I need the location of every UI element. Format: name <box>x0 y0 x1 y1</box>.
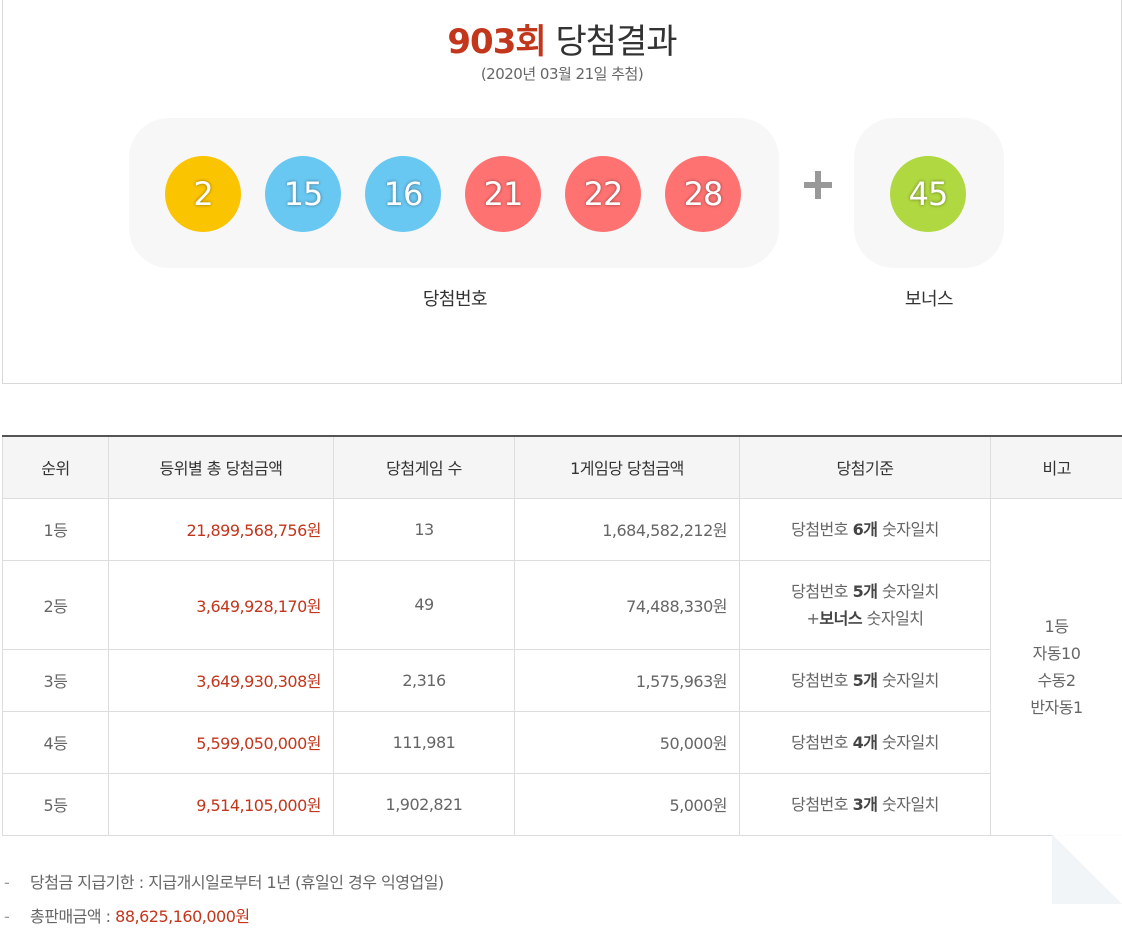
prize-per-game-cell: 74,488,330원 <box>514 559 740 650</box>
header-prize-per-game: 1게임당 당첨금액 <box>514 435 740 499</box>
draw-date: (2020년 03월 21일 추첨) <box>480 65 644 83</box>
criteria-text: 당첨번호 <box>791 581 853 601</box>
prize-per-game-cell: 1,684,582,212원 <box>514 497 740 561</box>
note-line: 수동2 <box>1037 670 1076 690</box>
bonus-caption: 보너스 <box>904 289 954 310</box>
criteria-count: 5개 <box>852 581 878 601</box>
title-text: 당첨결과 <box>555 22 677 62</box>
criteria-text: 숫자일치 <box>877 581 939 601</box>
header-total-prize: 등위별 총 당첨금액 <box>108 435 334 499</box>
winning-ball-1: 2 <box>165 156 241 232</box>
criteria-text: 당첨번호 <box>791 794 853 814</box>
table-row: 3등 3,649,930,308원 2,316 1,575,963원 당첨번호 … <box>2 648 1122 712</box>
header-note: 비고 <box>990 435 1122 499</box>
criteria-line-2: +보너스 숫자일치 <box>740 605 990 632</box>
criteria-cell: 당첨번호 3개 숫자일치 <box>739 772 991 836</box>
total-prize-cell: 3,649,928,170원 <box>108 559 334 650</box>
winner-count-cell: 1,902,821 <box>333 772 515 836</box>
rank-cell: 3등 <box>2 648 109 712</box>
criteria-text: 숫자일치 <box>862 608 924 628</box>
prize-per-game-cell: 50,000원 <box>514 710 740 774</box>
total-prize-cell: 21,899,568,756원 <box>108 497 334 561</box>
table-header-row: 순위 등위별 총 당첨금액 당첨게임 수 1게임당 당첨금액 당첨기준 비고 <box>2 435 1122 499</box>
criteria-count: 3개 <box>852 794 878 814</box>
rank-cell: 2등 <box>2 559 109 650</box>
prize-per-game-cell: 1,575,963원 <box>514 648 740 712</box>
criteria-line-1: 당첨번호 5개 숫자일치 <box>740 578 990 605</box>
criteria-cell: 당첨번호 5개 숫자일치 <box>739 648 991 712</box>
bonus-ball: 45 <box>890 156 966 232</box>
result-panel: 903회 당첨결과 (2020년 03월 21일 추첨) 2 15 16 21 … <box>2 0 1122 384</box>
criteria-text: 당첨번호 <box>791 519 853 539</box>
criteria-text: 숫자일치 <box>877 794 939 814</box>
page-title: 903회 당첨결과 <box>3 14 1121 63</box>
sales-label: 총판매금액 : <box>30 907 116 926</box>
round-number: 903회 <box>447 22 546 62</box>
note-line: 자동10 <box>1032 643 1081 663</box>
prize-table: 순위 등위별 총 당첨금액 당첨게임 수 1게임당 당첨금액 당첨기준 비고 1… <box>2 435 1122 836</box>
winning-ball-3: 16 <box>365 156 441 232</box>
criteria-bonus: 보너스 <box>819 608 863 628</box>
winning-ball-6: 28 <box>665 156 741 232</box>
prize-per-game-cell: 5,000원 <box>514 772 740 836</box>
note-line: 반자동1 <box>1030 697 1083 717</box>
criteria-count: 5개 <box>852 670 878 690</box>
criteria-text: 당첨번호 <box>791 732 853 752</box>
total-prize-cell: 3,649,930,308원 <box>108 648 334 712</box>
bullet-dash: - <box>4 907 10 926</box>
criteria-text: 숫자일치 <box>877 519 939 539</box>
plus-icon <box>799 166 837 204</box>
note-line: 1등 <box>1044 616 1069 636</box>
criteria-cell: 당첨번호 5개 숫자일치 +보너스 숫자일치 <box>739 559 991 650</box>
table-row: 4등 5,599,050,000원 111,981 50,000원 당첨번호 4… <box>2 710 1122 774</box>
winning-ball-2: 15 <box>265 156 341 232</box>
criteria-cell: 당첨번호 4개 숫자일치 <box>739 710 991 774</box>
rank-cell: 5등 <box>2 772 109 836</box>
winning-ball-4: 21 <box>465 156 541 232</box>
sales-value: 88,625,160,000원 <box>115 907 250 926</box>
criteria-cell: 당첨번호 6개 숫자일치 <box>739 497 991 561</box>
criteria-count: 4개 <box>852 732 878 752</box>
total-prize-cell: 5,599,050,000원 <box>108 710 334 774</box>
criteria-text: 당첨번호 <box>791 670 853 690</box>
rank-cell: 1등 <box>2 497 109 561</box>
header-criteria: 당첨기준 <box>739 435 991 499</box>
header-winner-count: 당첨게임 수 <box>333 435 515 499</box>
deadline-text: 당첨금 지급기한 : 지급개시일로부터 1년 (휴일인 경우 익영업일) <box>30 873 444 892</box>
total-prize-cell: 9,514,105,000원 <box>108 772 334 836</box>
criteria-text: 숫자일치 <box>877 732 939 752</box>
corner-decoration <box>1052 834 1122 904</box>
payment-deadline-note: - 당첨금 지급기한 : 지급개시일로부터 1년 (휴일인 경우 익영업일) <box>4 869 444 893</box>
rank-cell: 4등 <box>2 710 109 774</box>
header-rank: 순위 <box>2 435 109 499</box>
winner-count-cell: 13 <box>333 497 515 561</box>
total-sales-note: - 총판매금액 : 88,625,160,000원 <box>4 903 250 927</box>
table-row: 1등 21,899,568,756원 13 1,684,582,212원 당첨번… <box>2 497 1122 836</box>
table-row: 2등 3,649,928,170원 49 74,488,330원 당첨번호 5개… <box>2 559 1122 650</box>
criteria-text: 숫자일치 <box>877 670 939 690</box>
criteria-text: + <box>806 608 820 628</box>
bullet-dash: - <box>4 873 10 892</box>
winning-ball-5: 22 <box>565 156 641 232</box>
table-row: 5등 9,514,105,000원 1,902,821 5,000원 당첨번호 … <box>2 772 1122 836</box>
winner-count-cell: 111,981 <box>333 710 515 774</box>
winning-numbers-caption: 당첨번호 <box>422 289 488 310</box>
winner-count-cell: 2,316 <box>333 648 515 712</box>
winner-count-cell: 49 <box>333 559 515 650</box>
criteria-count: 6개 <box>852 519 878 539</box>
note-cell: 1등 자동10 수동2 반자동1 <box>990 497 1122 836</box>
